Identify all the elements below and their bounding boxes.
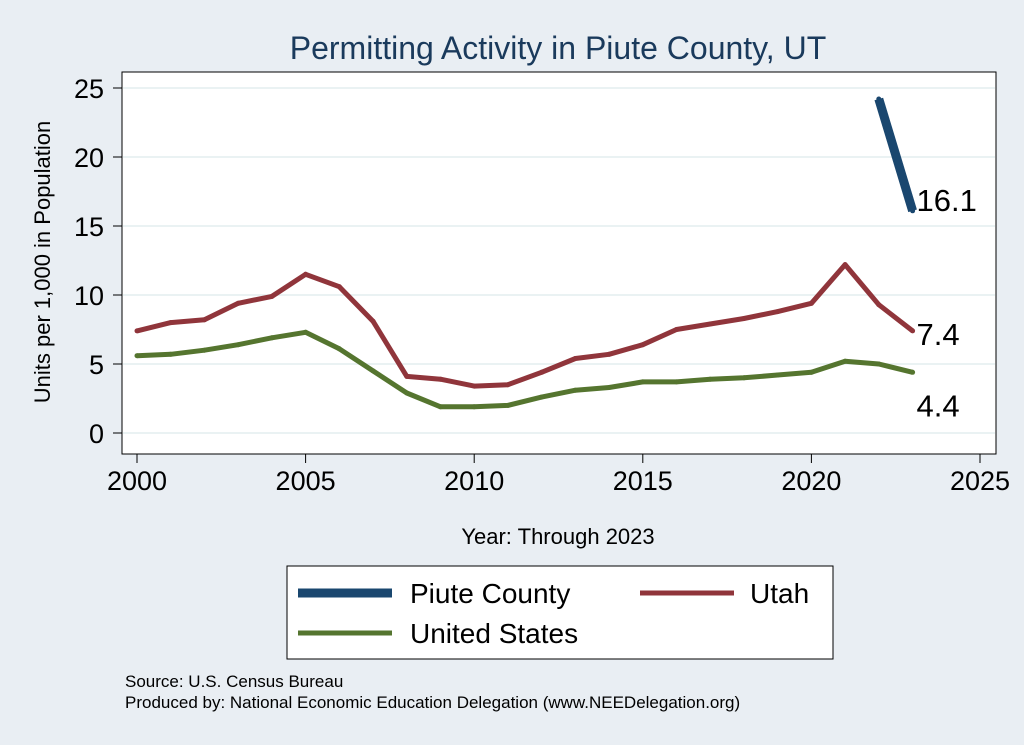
end-label-utah: 7.4 [917, 317, 960, 352]
x-axis-title: Year: Through 2023 [461, 524, 654, 549]
x-tick-label-2005: 2005 [276, 466, 336, 496]
data-point-utah-2018 [741, 316, 747, 321]
data-point-utah-2012 [539, 369, 545, 375]
data-point-utah-2011 [505, 382, 511, 388]
data-point-united-states-2021 [842, 358, 848, 364]
legend-label-piute-county: Piute County [410, 578, 570, 609]
end-label-united-states: 4.4 [917, 388, 960, 423]
data-point-utah-2006 [336, 284, 342, 290]
chart-title: Permitting Activity in Piute County, UT [290, 30, 826, 66]
y-tick-label-10: 10 [74, 281, 104, 311]
data-point-utah-2001 [168, 320, 174, 326]
producer-note: Produced by: National Economic Education… [125, 693, 740, 712]
x-tick-label-2010: 2010 [444, 466, 504, 496]
data-point-united-states-2006 [336, 346, 342, 352]
data-point-united-states-2003 [235, 342, 241, 348]
x-tick-label-2015: 2015 [613, 466, 673, 496]
data-point-united-states-2001 [168, 351, 174, 357]
series-line-piute-county [874, 97, 917, 213]
data-point-utah-2022 [876, 302, 882, 308]
data-point-utah-2021 [842, 262, 848, 268]
series-line-utah [136, 262, 915, 389]
data-point-utah-2002 [201, 317, 207, 323]
y-tick-label-15: 15 [74, 212, 104, 242]
data-point-united-states-2009 [438, 404, 443, 410]
data-point-utah-2017 [707, 321, 713, 327]
x-tick-label-2025: 2025 [950, 466, 1010, 496]
data-point-united-states-2014 [606, 385, 612, 390]
series-lines [134, 96, 917, 410]
data-point-utah-2023 [910, 328, 916, 334]
data-point-united-states-2019 [775, 372, 781, 378]
y-axis: 0 5 10 15 20 25 [74, 72, 123, 454]
legend-box [286, 565, 834, 660]
data-point-united-states-2018 [741, 375, 747, 381]
data-point-utah-2003 [235, 300, 241, 306]
y-tick-label-25: 25 [74, 74, 104, 104]
data-point-united-states-2017 [707, 376, 713, 382]
data-point-united-states-2016 [674, 379, 679, 385]
x-tick-label-2020: 2020 [781, 466, 841, 496]
legend: Piute County Utah United States [286, 565, 834, 660]
data-point-utah-2004 [269, 293, 275, 299]
data-point-united-states-2008 [404, 390, 410, 396]
y-axis-title: Units per 1,000 in Population [30, 121, 55, 404]
y-tick-label-0: 0 [89, 419, 104, 449]
data-point-united-states-2013 [572, 387, 578, 393]
data-point-united-states-2000 [134, 353, 140, 359]
data-point-united-states-2022 [876, 361, 882, 367]
data-point-united-states-2015 [640, 379, 646, 385]
data-point-utah-2000 [134, 328, 140, 334]
data-point-united-states-2007 [370, 368, 376, 374]
legend-label-united-states: United States [410, 618, 578, 649]
data-point-utah-2008 [404, 373, 410, 379]
data-point-united-states-2023 [910, 369, 916, 375]
legend-label-utah: Utah [750, 578, 809, 609]
data-point-utah-2020 [808, 300, 814, 306]
x-axis: 2000 2005 2010 2015 2020 2025 [107, 453, 1010, 496]
data-point-utah-2016 [674, 327, 679, 332]
data-point-united-states-2005 [303, 329, 309, 335]
end-label-piute-county: 16.1 [917, 183, 977, 218]
data-point-utah-2007 [370, 318, 376, 324]
data-point-utah-2013 [572, 356, 578, 361]
x-tick-label-2000: 2000 [107, 466, 167, 496]
data-point-united-states-2011 [505, 402, 511, 408]
data-point-utah-2019 [775, 309, 781, 315]
data-point-united-states-2002 [201, 347, 207, 353]
data-point-utah-2015 [640, 342, 646, 348]
data-point-united-states-2004 [269, 335, 275, 341]
data-point-utah-2014 [606, 351, 612, 357]
source-note: Source: U.S. Census Bureau [125, 672, 343, 691]
end-labels: 16.1 7.4 4.4 [917, 183, 977, 423]
data-point-utah-2009 [438, 376, 443, 382]
data-point-utah-2010 [471, 383, 477, 389]
y-tick-label-20: 20 [74, 143, 104, 173]
data-point-piute-county-2023 [910, 208, 916, 214]
data-point-united-states-2020 [808, 369, 814, 375]
data-point-piute-county-2022 [876, 96, 882, 102]
y-tick-label-5: 5 [89, 350, 104, 380]
series-line-united-states [136, 329, 914, 410]
plot-area [121, 71, 997, 455]
data-point-united-states-2012 [539, 394, 545, 400]
data-point-united-states-2010 [471, 404, 477, 410]
data-point-utah-2005 [303, 271, 309, 277]
